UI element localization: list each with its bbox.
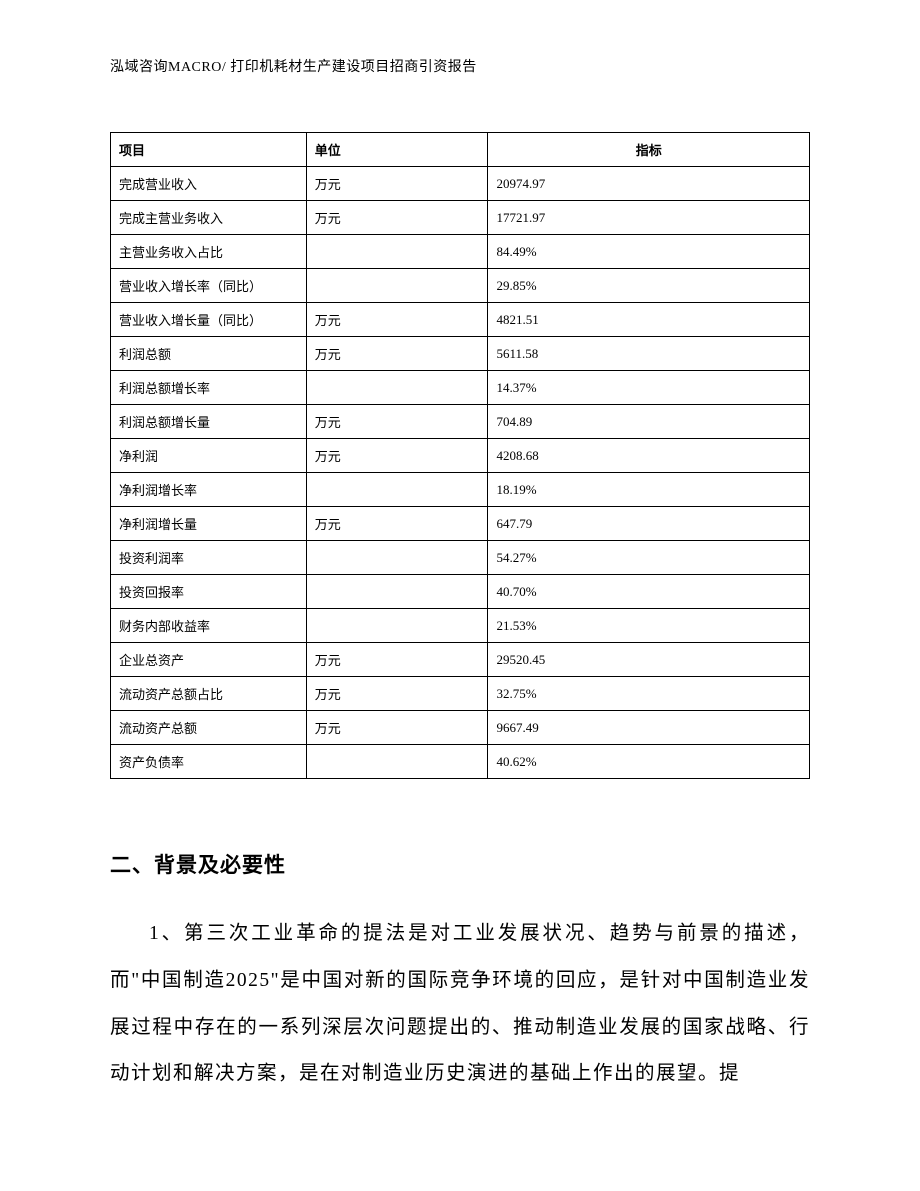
cell-value: 84.49% (488, 235, 810, 269)
cell-item: 净利润 (111, 439, 307, 473)
cell-value: 29520.45 (488, 643, 810, 677)
col-header-unit: 单位 (306, 133, 488, 167)
cell-value: 9667.49 (488, 711, 810, 745)
table-row: 完成主营业务收入万元17721.97 (111, 201, 810, 235)
table-row: 流动资产总额占比万元32.75% (111, 677, 810, 711)
table-row: 财务内部收益率 21.53% (111, 609, 810, 643)
cell-value: 14.37% (488, 371, 810, 405)
header-text: 泓域咨询MACRO/ 打印机耗材生产建设项目招商引资报告 (110, 60, 477, 75)
cell-item: 净利润增长量 (111, 507, 307, 541)
cell-unit: 万元 (306, 507, 488, 541)
cell-item: 资产负债率 (111, 745, 307, 779)
cell-unit (306, 745, 488, 779)
cell-value: 40.62% (488, 745, 810, 779)
cell-item: 利润总额增长率 (111, 371, 307, 405)
cell-unit: 万元 (306, 711, 488, 745)
cell-unit (306, 541, 488, 575)
cell-item: 投资回报率 (111, 575, 307, 609)
table-row: 净利润增长率 18.19% (111, 473, 810, 507)
cell-value: 21.53% (488, 609, 810, 643)
cell-item: 完成营业收入 (111, 167, 307, 201)
cell-item: 净利润增长率 (111, 473, 307, 507)
col-header-item: 项目 (111, 133, 307, 167)
cell-unit: 万元 (306, 643, 488, 677)
cell-unit (306, 473, 488, 507)
cell-value: 20974.97 (488, 167, 810, 201)
cell-unit (306, 269, 488, 303)
cell-unit (306, 235, 488, 269)
table-row: 投资利润率 54.27% (111, 541, 810, 575)
table-row: 利润总额增长率 14.37% (111, 371, 810, 405)
cell-item: 完成主营业务收入 (111, 201, 307, 235)
cell-value: 4208.68 (488, 439, 810, 473)
cell-unit (306, 609, 488, 643)
table-row: 完成营业收入万元20974.97 (111, 167, 810, 201)
cell-item: 流动资产总额占比 (111, 677, 307, 711)
table-row: 净利润万元4208.68 (111, 439, 810, 473)
cell-value: 17721.97 (488, 201, 810, 235)
table-row: 流动资产总额万元9667.49 (111, 711, 810, 745)
section-heading: 二、背景及必要性 (110, 849, 810, 879)
table-row: 净利润增长量万元647.79 (111, 507, 810, 541)
cell-item: 流动资产总额 (111, 711, 307, 745)
cell-unit: 万元 (306, 405, 488, 439)
cell-unit: 万元 (306, 167, 488, 201)
cell-item: 主营业务收入占比 (111, 235, 307, 269)
col-header-value: 指标 (488, 133, 810, 167)
table-row: 资产负债率 40.62% (111, 745, 810, 779)
cell-unit: 万元 (306, 201, 488, 235)
cell-item: 利润总额增长量 (111, 405, 307, 439)
table-row: 营业收入增长量（同比）万元4821.51 (111, 303, 810, 337)
cell-unit (306, 371, 488, 405)
table-row: 营业收入增长率（同比） 29.85% (111, 269, 810, 303)
cell-value: 704.89 (488, 405, 810, 439)
cell-item: 财务内部收益率 (111, 609, 307, 643)
page-header: 泓域咨询MACRO/ 打印机耗材生产建设项目招商引资报告 (110, 56, 477, 76)
body-paragraph: 1、第三次工业革命的提法是对工业发展状况、趋势与前景的描述，而"中国制造2025… (110, 911, 810, 1098)
cell-value: 40.70% (488, 575, 810, 609)
cell-value: 647.79 (488, 507, 810, 541)
cell-item: 企业总资产 (111, 643, 307, 677)
cell-item: 投资利润率 (111, 541, 307, 575)
financial-table: 项目 单位 指标 完成营业收入万元20974.97 完成主营业务收入万元1772… (110, 132, 810, 779)
table-row: 利润总额万元5611.58 (111, 337, 810, 371)
cell-item: 利润总额 (111, 337, 307, 371)
table-row: 利润总额增长量万元704.89 (111, 405, 810, 439)
cell-value: 29.85% (488, 269, 810, 303)
cell-value: 4821.51 (488, 303, 810, 337)
cell-value: 18.19% (488, 473, 810, 507)
content-area: 项目 单位 指标 完成营业收入万元20974.97 完成主营业务收入万元1772… (110, 132, 810, 1098)
cell-unit: 万元 (306, 337, 488, 371)
table-header-row: 项目 单位 指标 (111, 133, 810, 167)
cell-unit: 万元 (306, 303, 488, 337)
table-row: 投资回报率 40.70% (111, 575, 810, 609)
cell-unit: 万元 (306, 439, 488, 473)
table-row: 企业总资产万元29520.45 (111, 643, 810, 677)
cell-item: 营业收入增长量（同比） (111, 303, 307, 337)
cell-unit (306, 575, 488, 609)
cell-value: 54.27% (488, 541, 810, 575)
cell-value: 32.75% (488, 677, 810, 711)
cell-value: 5611.58 (488, 337, 810, 371)
cell-item: 营业收入增长率（同比） (111, 269, 307, 303)
cell-unit: 万元 (306, 677, 488, 711)
table-row: 主营业务收入占比 84.49% (111, 235, 810, 269)
